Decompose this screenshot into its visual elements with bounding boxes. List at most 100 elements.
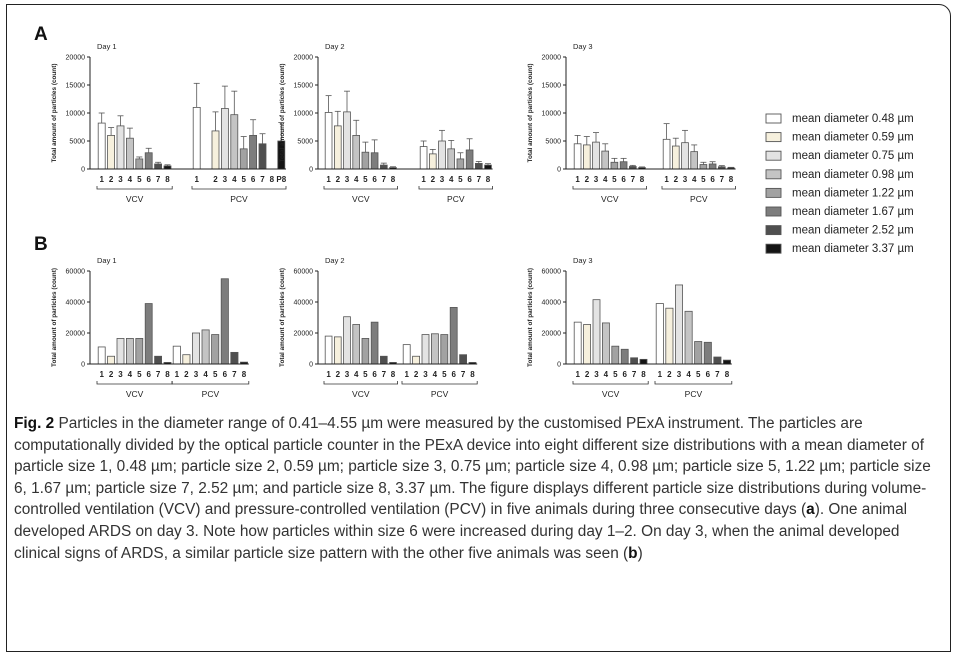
bar-size-3 bbox=[438, 140, 446, 170]
x-tick-label: 1 bbox=[194, 175, 199, 184]
group-label-vcv: VCV bbox=[352, 389, 370, 399]
group-bracket bbox=[323, 381, 398, 385]
bar-size-1 bbox=[192, 107, 201, 170]
bar-size-4 bbox=[126, 137, 134, 170]
x-tick-label: 6 bbox=[223, 370, 228, 379]
bar-size-2 bbox=[182, 354, 191, 365]
x-tick-label: 4 bbox=[692, 175, 697, 184]
x-tick-label: 8 bbox=[725, 370, 730, 379]
y-tick-label: 5000 bbox=[69, 139, 85, 146]
caption-ref-a: a bbox=[806, 501, 815, 519]
y-tick-label: 60000 bbox=[66, 269, 86, 276]
bar-size-4 bbox=[126, 338, 134, 365]
x-tick-label: 7 bbox=[232, 370, 237, 379]
x-tick-label: 5 bbox=[137, 175, 142, 184]
x-tick-label: 1 bbox=[99, 370, 104, 379]
y-tick-label: 20000 bbox=[294, 55, 314, 62]
bar-size-5 bbox=[135, 338, 144, 365]
bar-size-7 bbox=[379, 355, 388, 365]
y-tick-label: 20000 bbox=[542, 331, 562, 338]
y-tick-label: 5000 bbox=[545, 139, 561, 146]
y-tick-label: 20000 bbox=[294, 331, 314, 338]
group-label-vcv: VCV bbox=[602, 389, 620, 399]
bar-size-7 bbox=[154, 355, 163, 365]
legend-label: mean diameter 2.52 µm bbox=[792, 225, 914, 237]
x-tick-label: 2 bbox=[585, 370, 590, 379]
legend-swatch bbox=[765, 225, 782, 236]
bar-size-7 bbox=[379, 164, 388, 170]
bar-size-5 bbox=[456, 158, 465, 170]
x-tick-label: 3 bbox=[440, 175, 445, 184]
x-tick-label: 7 bbox=[156, 370, 161, 379]
x-tick-label: 1 bbox=[421, 175, 426, 184]
bar-size-5 bbox=[211, 334, 220, 365]
bar-size-3 bbox=[592, 299, 601, 365]
chart-b-day-1: 0 20000 40000 60000 Total amount of particle… bbox=[51, 256, 250, 399]
x-tick-label: 7 bbox=[631, 175, 636, 184]
bar-size-3 bbox=[116, 338, 125, 365]
panel-label-a: A bbox=[34, 24, 48, 45]
legend-swatch bbox=[765, 206, 782, 217]
x-tick-label: 5 bbox=[363, 370, 368, 379]
chart-a-day-1: 0 5000 10000 15000 20000 Total amount of part… bbox=[51, 42, 287, 204]
group-label-vcv: VCV bbox=[126, 194, 144, 204]
y-tick-label: 10000 bbox=[542, 111, 562, 118]
legend-label: mean diameter 0.75 µm bbox=[792, 150, 914, 162]
bar-size-3 bbox=[220, 108, 229, 170]
bar-size-4 bbox=[690, 151, 698, 170]
bar-size-2 bbox=[107, 134, 115, 170]
y-axis-label: Total amount of particles (count) bbox=[51, 64, 58, 163]
bar-size-2 bbox=[665, 307, 674, 365]
legend-swatch bbox=[765, 169, 782, 180]
chart-title: Day 3 bbox=[573, 256, 593, 265]
y-tick-label: 0 bbox=[309, 167, 313, 174]
bar-size-8 bbox=[484, 164, 492, 170]
chart-b-day-2: 0 20000 40000 60000 Total amount of particle… bbox=[279, 256, 478, 399]
y-tick-label: 40000 bbox=[542, 300, 562, 307]
x-tick-label: 4 bbox=[128, 175, 133, 184]
x-tick-label: 3 bbox=[345, 370, 350, 379]
x-tick-label: 8 bbox=[165, 175, 170, 184]
bar-size-1 bbox=[324, 335, 333, 365]
x-tick-label: 6 bbox=[372, 175, 377, 184]
bar-size-4 bbox=[230, 114, 239, 170]
x-tick-label: 8 bbox=[729, 175, 734, 184]
group-bracket bbox=[654, 381, 733, 385]
x-tick-label: 3 bbox=[423, 370, 428, 379]
group-label-vcv: VCV bbox=[601, 194, 619, 204]
bar-size-8 bbox=[639, 358, 648, 365]
x-tick-label: 6 bbox=[706, 370, 711, 379]
caption-text-1: Particles in the diameter range of 0.41–… bbox=[14, 415, 931, 519]
bar-size-5 bbox=[135, 158, 144, 170]
x-tick-label: 7 bbox=[632, 370, 637, 379]
x-tick-label: 3 bbox=[594, 175, 599, 184]
bar-size-1 bbox=[662, 138, 671, 170]
chart-title: Day 3 bbox=[573, 42, 593, 51]
x-tick-label: 2 bbox=[674, 175, 679, 184]
bar-size-3 bbox=[681, 142, 689, 170]
bar-size-6 bbox=[620, 348, 629, 365]
group-bracket bbox=[96, 186, 173, 190]
bar-size-6 bbox=[449, 307, 458, 365]
x-tick-label: 8 bbox=[470, 370, 475, 379]
bar-size-3 bbox=[421, 334, 430, 365]
bar-size-2 bbox=[333, 336, 342, 365]
y-tick-label: 20000 bbox=[66, 55, 86, 62]
x-tick-label: 8 bbox=[270, 175, 275, 184]
x-tick-label: 2 bbox=[336, 175, 341, 184]
y-tick-label: 40000 bbox=[66, 300, 86, 307]
group-bracket bbox=[96, 381, 173, 385]
bar-size-4 bbox=[352, 134, 360, 170]
bar-size-4 bbox=[602, 322, 610, 365]
chart-b-day-3: 0 20000 40000 60000 Total amount of particle… bbox=[527, 256, 733, 399]
bar-size-5 bbox=[440, 334, 449, 365]
bar-size-5 bbox=[239, 148, 248, 170]
y-tick-label: 5000 bbox=[297, 139, 313, 146]
bar-size-6 bbox=[144, 152, 153, 170]
bar-size-7 bbox=[230, 351, 239, 365]
x-tick-label: 2 bbox=[213, 175, 218, 184]
x-tick-label: 4 bbox=[354, 175, 359, 184]
x-tick-label: 4 bbox=[128, 370, 133, 379]
